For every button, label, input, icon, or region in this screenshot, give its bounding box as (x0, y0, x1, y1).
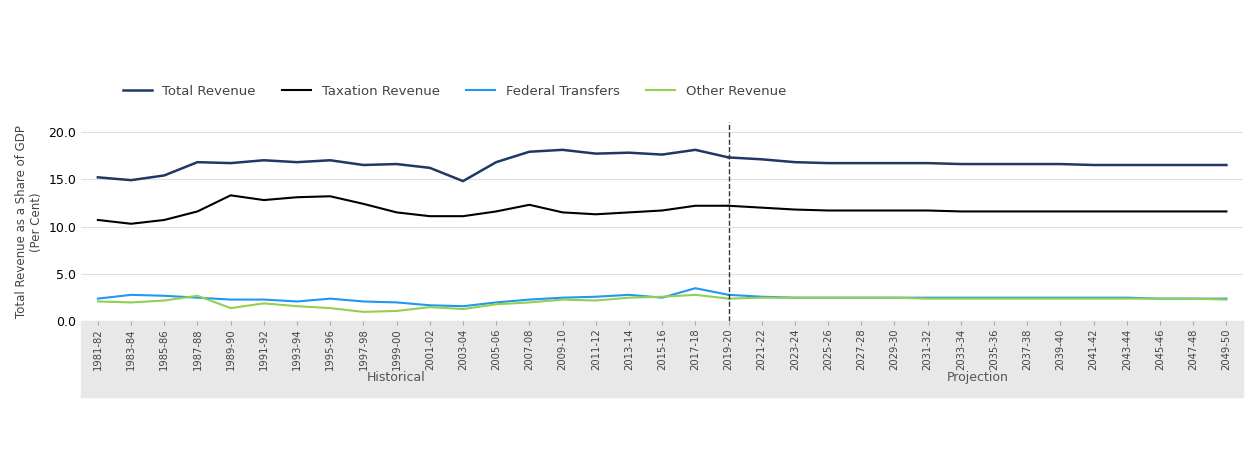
Taxation Revenue (555, 209, 570, 215)
Federal Transfers (91, 296, 106, 301)
Federal Transfers (323, 296, 338, 301)
Other Revenue (356, 309, 371, 315)
Taxation Revenue (654, 208, 669, 213)
Taxation Revenue (356, 201, 371, 207)
Other Revenue (190, 293, 205, 298)
Line: Federal Transfers: Federal Transfers (98, 288, 728, 306)
Taxation Revenue (423, 213, 438, 219)
Total Revenue (257, 158, 272, 163)
Taxation Revenue (157, 217, 172, 223)
Taxation Revenue (389, 209, 404, 215)
Total Revenue (621, 150, 637, 156)
Taxation Revenue (91, 217, 106, 223)
Federal Transfers (555, 295, 570, 300)
Federal Transfers (522, 297, 537, 302)
Other Revenue (488, 301, 503, 307)
Other Revenue (389, 308, 404, 314)
Other Revenue (257, 300, 272, 306)
Other Revenue (423, 304, 438, 310)
Federal Transfers (688, 285, 703, 291)
Federal Transfers (389, 299, 404, 305)
Federal Transfers (123, 292, 138, 298)
Other Revenue (223, 305, 238, 311)
Federal Transfers (223, 297, 238, 302)
Taxation Revenue (688, 203, 703, 208)
Federal Transfers (488, 299, 503, 305)
Total Revenue (423, 165, 438, 171)
Taxation Revenue (488, 208, 503, 214)
Line: Taxation Revenue: Taxation Revenue (98, 195, 728, 224)
Federal Transfers (190, 295, 205, 300)
Taxation Revenue (190, 208, 205, 214)
Total Revenue (289, 159, 304, 165)
Line: Total Revenue: Total Revenue (98, 150, 728, 181)
Other Revenue (289, 303, 304, 309)
Other Revenue (123, 299, 138, 305)
Taxation Revenue (323, 193, 338, 199)
Total Revenue (223, 160, 238, 166)
Other Revenue (721, 296, 736, 301)
Federal Transfers (157, 293, 172, 298)
Other Revenue (555, 297, 570, 302)
Total Revenue (123, 178, 138, 183)
Total Revenue (654, 152, 669, 158)
Federal Transfers (423, 302, 438, 308)
Total Revenue (356, 162, 371, 168)
Taxation Revenue (455, 213, 470, 219)
Other Revenue (522, 299, 537, 305)
Other Revenue (455, 306, 470, 312)
Total Revenue (522, 149, 537, 155)
Taxation Revenue (621, 209, 637, 215)
Taxation Revenue (123, 221, 138, 227)
Other Revenue (91, 298, 106, 304)
Other Revenue (323, 305, 338, 311)
Other Revenue (157, 298, 172, 303)
Federal Transfers (289, 298, 304, 304)
Federal Transfers (356, 298, 371, 304)
Total Revenue (688, 147, 703, 153)
Total Revenue (323, 158, 338, 163)
Total Revenue (190, 159, 205, 165)
Bar (82, 321, 1243, 397)
Taxation Revenue (721, 203, 736, 208)
Total Revenue (488, 159, 503, 165)
Taxation Revenue (223, 192, 238, 198)
Total Revenue (91, 175, 106, 180)
Other Revenue (654, 294, 669, 299)
Taxation Revenue (289, 194, 304, 200)
Total Revenue (455, 178, 470, 184)
Other Revenue (621, 295, 637, 300)
Line: Other Revenue: Other Revenue (98, 295, 728, 312)
Total Revenue (555, 147, 570, 153)
Total Revenue (389, 161, 404, 167)
Legend: Total Revenue, Taxation Revenue, Federal Transfers, Other Revenue: Total Revenue, Taxation Revenue, Federal… (123, 85, 786, 98)
Federal Transfers (621, 292, 637, 298)
Federal Transfers (721, 292, 736, 298)
Federal Transfers (257, 297, 272, 302)
Taxation Revenue (589, 211, 604, 217)
Federal Transfers (455, 303, 470, 309)
Text: Historical: Historical (367, 371, 426, 384)
Total Revenue (721, 155, 736, 160)
Taxation Revenue (522, 202, 537, 208)
Taxation Revenue (257, 197, 272, 203)
Text: Projection: Projection (946, 371, 1009, 384)
Federal Transfers (589, 294, 604, 299)
Other Revenue (589, 298, 604, 303)
Total Revenue (157, 173, 172, 178)
Federal Transfers (654, 295, 669, 300)
Total Revenue (589, 151, 604, 157)
Y-axis label: Total Revenue as a Share of GDP
(Per Cent): Total Revenue as a Share of GDP (Per Cen… (15, 126, 43, 318)
Other Revenue (688, 292, 703, 298)
